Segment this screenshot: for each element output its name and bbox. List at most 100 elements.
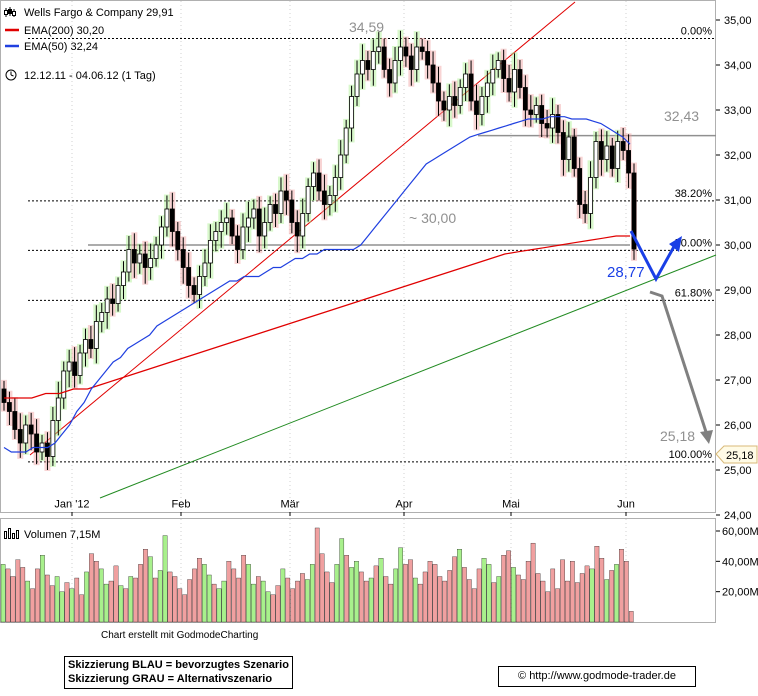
candle-body: [626, 150, 631, 174]
volume-bar: [619, 549, 624, 623]
candle-body: [522, 87, 528, 111]
candle-body: [360, 60, 365, 75]
candle-body: [436, 82, 441, 102]
candle-body: [512, 69, 517, 93]
volume-bar: [570, 561, 575, 623]
volume-bar: [251, 583, 256, 623]
volume-bar: [545, 591, 551, 623]
candle-body: [131, 249, 137, 264]
volume-bar: [113, 565, 119, 623]
volume-bar: [363, 580, 369, 623]
candle-body: [273, 204, 278, 214]
candle-body: [593, 141, 599, 178]
scenario-gray: [649, 290, 713, 444]
candle-body: [153, 244, 159, 259]
candle-body: [28, 424, 34, 435]
price-tick-label: 29,00: [724, 285, 752, 297]
volume-bar: [211, 583, 217, 623]
legend-instrument: Wells Fargo & Company 29,91: [24, 7, 174, 19]
candle-body: [104, 298, 110, 313]
blue-arrow-head: [669, 236, 682, 252]
volume-bar: [49, 585, 55, 623]
label-low: 25,18: [660, 428, 695, 444]
candle-body: [294, 222, 300, 237]
volume-bar: [300, 573, 305, 623]
candle-body: [83, 339, 88, 354]
candle-body: [55, 397, 61, 421]
candle-body: [12, 411, 18, 430]
candle-body: [425, 51, 431, 66]
candle-body: [398, 46, 403, 61]
price-tick-label: 33,00: [724, 105, 752, 117]
volume-bar: [152, 577, 158, 623]
price-tick-label: 30,00: [724, 240, 752, 252]
volume-bar: [260, 580, 266, 623]
volume-bar: [501, 555, 506, 623]
candle-body: [620, 141, 626, 151]
candle-body: [430, 64, 436, 84]
candle-body: [316, 172, 322, 192]
volume-icon: [4, 528, 19, 539]
volume-bar: [560, 559, 565, 623]
candle-body: [332, 177, 338, 196]
candle-body: [474, 100, 479, 115]
volume-bar: [373, 565, 379, 623]
candle-body: [484, 82, 490, 97]
volume-bar: [594, 546, 600, 623]
volume-bar: [525, 561, 531, 623]
volume-bar: [403, 564, 408, 623]
candle-body: [479, 96, 485, 115]
price-tick-label: 25,00: [724, 465, 752, 477]
legend: Wells Fargo & Company 29,91 EMA(200) 30,…: [4, 7, 174, 541]
volume-bar: [162, 535, 168, 623]
candle-body: [414, 46, 420, 70]
candle-body: [566, 136, 572, 160]
candle-body: [354, 73, 360, 97]
time-tick-label: Jan '12: [54, 499, 89, 511]
candle-body: [376, 46, 382, 52]
candle-body: [599, 141, 604, 160]
volume-bar: [182, 594, 188, 623]
volume-bar: [45, 574, 50, 623]
volume-bar: [555, 588, 560, 623]
volume-bar: [118, 585, 124, 623]
legend-period: 12.12.11 - 04.06.12 (1 Tag): [24, 70, 156, 82]
volume-bar: [123, 588, 129, 623]
volume-bar: [565, 580, 570, 623]
volume-bar: [584, 565, 590, 623]
source-link[interactable]: © http://www.godmode-trader.de: [498, 666, 696, 687]
candle-body: [604, 145, 610, 160]
candle-body: [289, 199, 295, 223]
candle-body: [539, 105, 545, 124]
candle-body: [126, 249, 132, 273]
candle-body: [34, 433, 39, 453]
candle-body: [582, 204, 588, 214]
volume-bar: [432, 564, 438, 623]
volume-bar: [35, 568, 40, 623]
candle-body: [560, 132, 566, 160]
volume-bar: [609, 570, 614, 623]
candle-body: [408, 55, 414, 70]
price-tick-label: 24,00: [724, 510, 752, 522]
volume-bar: [177, 588, 183, 623]
volume-bar: [467, 579, 472, 623]
candle-body: [61, 370, 67, 399]
candle-body: [66, 361, 72, 372]
volume-bar: [388, 583, 394, 623]
candle-body: [349, 96, 354, 129]
volume-bar: [462, 567, 467, 623]
volume-bar: [309, 564, 315, 623]
candle-body: [121, 271, 126, 286]
candle-body: [300, 213, 306, 237]
volume-bar: [614, 564, 619, 623]
volume-bar: [452, 556, 457, 623]
candle-icon: [4, 7, 16, 17]
label-support: ~ 30,00: [409, 210, 456, 226]
volume-bar: [221, 580, 227, 623]
candle-body: [224, 217, 230, 223]
volume-bar: [30, 588, 35, 623]
time-tick-label: Feb: [172, 499, 191, 511]
candle-body: [338, 154, 344, 178]
candle-body: [1, 388, 7, 403]
volume-bar: [344, 555, 349, 623]
